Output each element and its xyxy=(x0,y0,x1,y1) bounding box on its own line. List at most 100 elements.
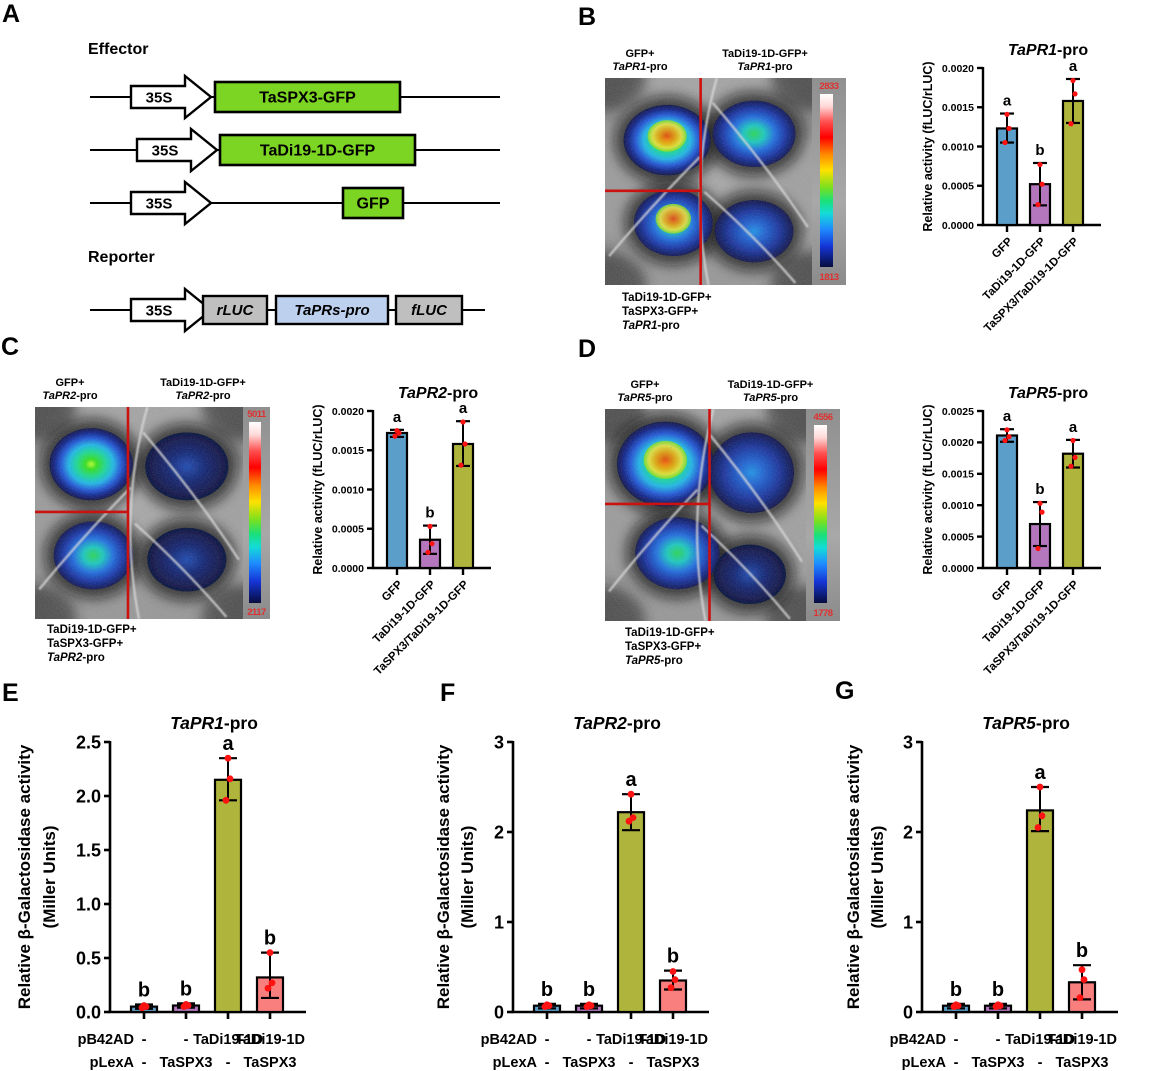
svg-text:TaPR5-pro: TaPR5-pro xyxy=(1008,385,1089,402)
svg-text:1: 1 xyxy=(494,912,504,932)
intensity-scale-gradient xyxy=(249,422,261,603)
svg-text:0.0020: 0.0020 xyxy=(942,437,974,449)
leaf-label-top-left: GFP+ TaPR1-pro xyxy=(612,48,668,73)
svg-text:a: a xyxy=(1003,408,1012,425)
svg-text:35S: 35S xyxy=(146,90,173,107)
svg-text:a: a xyxy=(459,400,468,417)
leaf-label-top-right: TaDi19-1D-GFP+ TaPR5-pro xyxy=(727,379,814,404)
svg-text:Relative β-Galactosidase activ: Relative β-Galactosidase activity xyxy=(15,744,34,1009)
panel-label-b: B xyxy=(578,3,597,31)
svg-text:Relative activity (fLUC/rLUC): Relative activity (fLUC/rLUC) xyxy=(921,404,935,574)
svg-text:-: - xyxy=(545,1032,550,1048)
svg-text:1.0: 1.0 xyxy=(76,894,101,914)
svg-text:a: a xyxy=(625,769,637,791)
svg-text:TaDi19-1D: TaDi19-1D xyxy=(1047,1032,1117,1048)
svg-text:b: b xyxy=(138,979,150,1001)
svg-text:0.0005: 0.0005 xyxy=(332,524,364,536)
leaf-label-bottom: TaDi19-1D-GFP+ TaSPX3-GFP+ TaPR5-pro xyxy=(625,627,715,667)
intensity-scale-bar: 4556 1778 xyxy=(806,409,840,621)
svg-text:TaDi19-1D-GFP: TaDi19-1D-GFP xyxy=(260,143,376,160)
svg-text:a: a xyxy=(1003,93,1012,110)
svg-text:pLexA: pLexA xyxy=(493,1055,538,1071)
svg-text:0: 0 xyxy=(494,1002,504,1022)
svg-text:0: 0 xyxy=(903,1002,913,1022)
svg-text:b: b xyxy=(541,979,553,1001)
leaf-image-block-tapr1: GFP+ TaPR1-pro TaDi19-1D-GFP+ TaPR1-pro … xyxy=(560,44,852,346)
luminescence-leaf-image xyxy=(605,409,806,621)
svg-text:TaSPX3-GFP: TaSPX3-GFP xyxy=(259,90,356,107)
intensity-scale-gradient xyxy=(820,94,833,267)
svg-text:GFP: GFP xyxy=(990,578,1015,603)
intensity-scale-gradient xyxy=(814,425,827,603)
svg-text:0.0010: 0.0010 xyxy=(332,484,364,496)
svg-text:TaPR1-pro: TaPR1-pro xyxy=(170,713,258,733)
panel-label-a: A xyxy=(2,0,21,28)
svg-text:fLUC: fLUC xyxy=(411,302,448,319)
svg-text:0.0010: 0.0010 xyxy=(942,500,974,512)
svg-text:2.5: 2.5 xyxy=(76,732,101,752)
svg-text:0.0015: 0.0015 xyxy=(332,445,364,457)
intensity-scale-bar: 5011 2117 xyxy=(243,407,270,619)
bar-chart-tapr1-luciferase: TaPR1-pro 0.0000 0.0005 0.0010 0.0015 0.0020 R… xyxy=(921,42,1101,335)
leaf-label-bottom: TaDi19-1D-GFP+ TaSPX3-GFP+ TaPR1-pro xyxy=(622,292,712,332)
svg-text:TaPR2-pro: TaPR2-pro xyxy=(398,385,479,402)
svg-text:-: - xyxy=(1038,1055,1043,1071)
svg-text:Effector: Effector xyxy=(88,41,148,58)
svg-text:0.5: 0.5 xyxy=(76,948,101,968)
bar-chart-tapr2-luciferase: TaPR2-pro 0.0000 0.0005 0.0010 0.0015 0.0020 R… xyxy=(311,385,491,678)
panel-label-c: C xyxy=(1,333,20,361)
scale-max-value: 5011 xyxy=(247,409,266,420)
svg-text:rLUC: rLUC xyxy=(217,302,255,319)
svg-text:b: b xyxy=(1076,940,1088,962)
svg-text:0.0000: 0.0000 xyxy=(942,220,974,232)
svg-text:a: a xyxy=(1069,419,1078,436)
svg-text:TaSPX3: TaSPX3 xyxy=(160,1055,213,1071)
leaf-label-top-left: GFP+ TaPR2-pro xyxy=(42,377,98,402)
svg-text:-: - xyxy=(954,1032,959,1048)
svg-text:pB42AD: pB42AD xyxy=(481,1032,537,1048)
svg-text:TaPR2-pro: TaPR2-pro xyxy=(573,713,661,733)
luminescence-leaf-image xyxy=(35,407,243,619)
svg-text:b: b xyxy=(1035,481,1044,498)
svg-text:(Miller Units): (Miller Units) xyxy=(40,826,59,929)
svg-text:TaSPX3: TaSPX3 xyxy=(972,1055,1025,1071)
svg-text:b: b xyxy=(264,928,276,950)
svg-text:b: b xyxy=(425,505,434,522)
svg-text:3: 3 xyxy=(903,732,913,752)
svg-text:35S: 35S xyxy=(152,143,179,160)
svg-text:0.0: 0.0 xyxy=(76,1002,101,1022)
svg-text:TaSPX3: TaSPX3 xyxy=(647,1055,700,1071)
svg-text:pB42AD: pB42AD xyxy=(890,1032,946,1048)
svg-text:TaDi19-1D: TaDi19-1D xyxy=(235,1032,305,1048)
leaf-label-top-left: GFP+ TaPR5-pro xyxy=(617,379,673,404)
bar-chart-tapr5-galactosidase: TaPR5-pro 0 1 2 3 Relative β-Galactosidase ac… xyxy=(844,713,1118,1071)
bar-chart-tapr2-galactosidase: TaPR2-pro 0 1 2 3 Relative β-Galactosidase ac… xyxy=(434,713,709,1071)
svg-text:-: - xyxy=(587,1032,592,1048)
svg-text:0.0000: 0.0000 xyxy=(942,563,974,575)
svg-text:(Miller Units): (Miller Units) xyxy=(458,826,477,929)
svg-text:b: b xyxy=(667,946,679,968)
panel-label-g: G xyxy=(835,677,855,705)
svg-text:-: - xyxy=(142,1032,147,1048)
leaf-label-top-right: TaDi19-1D-GFP+ TaPR1-pro xyxy=(722,48,808,73)
svg-text:GFP: GFP xyxy=(357,196,390,213)
leaf-image-block-tapr2: GFP+ TaPR2-pro TaDi19-1D-GFP+ TaPR2-pro … xyxy=(0,372,285,674)
svg-text:b: b xyxy=(992,979,1004,1001)
svg-text:GFP: GFP xyxy=(990,235,1015,260)
scale-min-value: 1813 xyxy=(819,272,839,283)
svg-text:TaSPX3: TaSPX3 xyxy=(244,1055,297,1071)
construct-diagram: Effector 35S TaSPX3-GFP 35S TaDi19-1D-GFP 35S… xyxy=(88,41,500,334)
svg-text:TaSPX3: TaSPX3 xyxy=(563,1055,616,1071)
bar-chart-tapr1-galactosidase: TaPR1-pro 0.0 0.5 1.0 1.5 2.0 2.5 Relative β-Ga… xyxy=(15,713,306,1071)
svg-text:1: 1 xyxy=(903,912,913,932)
luminescence-leaf-image xyxy=(605,78,812,285)
svg-text:a: a xyxy=(393,409,402,426)
svg-text:Relative β-Galactosidase activ: Relative β-Galactosidase activity xyxy=(844,744,863,1009)
svg-text:TaDi19-1D: TaDi19-1D xyxy=(193,1032,263,1048)
leaf-label-bottom: TaDi19-1D-GFP+ TaSPX3-GFP+ TaPR2-pro xyxy=(47,624,137,664)
svg-text:0.0005: 0.0005 xyxy=(942,181,974,193)
svg-text:GFP: GFP xyxy=(380,578,405,603)
svg-text:TaPR5-pro: TaPR5-pro xyxy=(982,713,1070,733)
scale-min-value: 1778 xyxy=(813,608,833,619)
